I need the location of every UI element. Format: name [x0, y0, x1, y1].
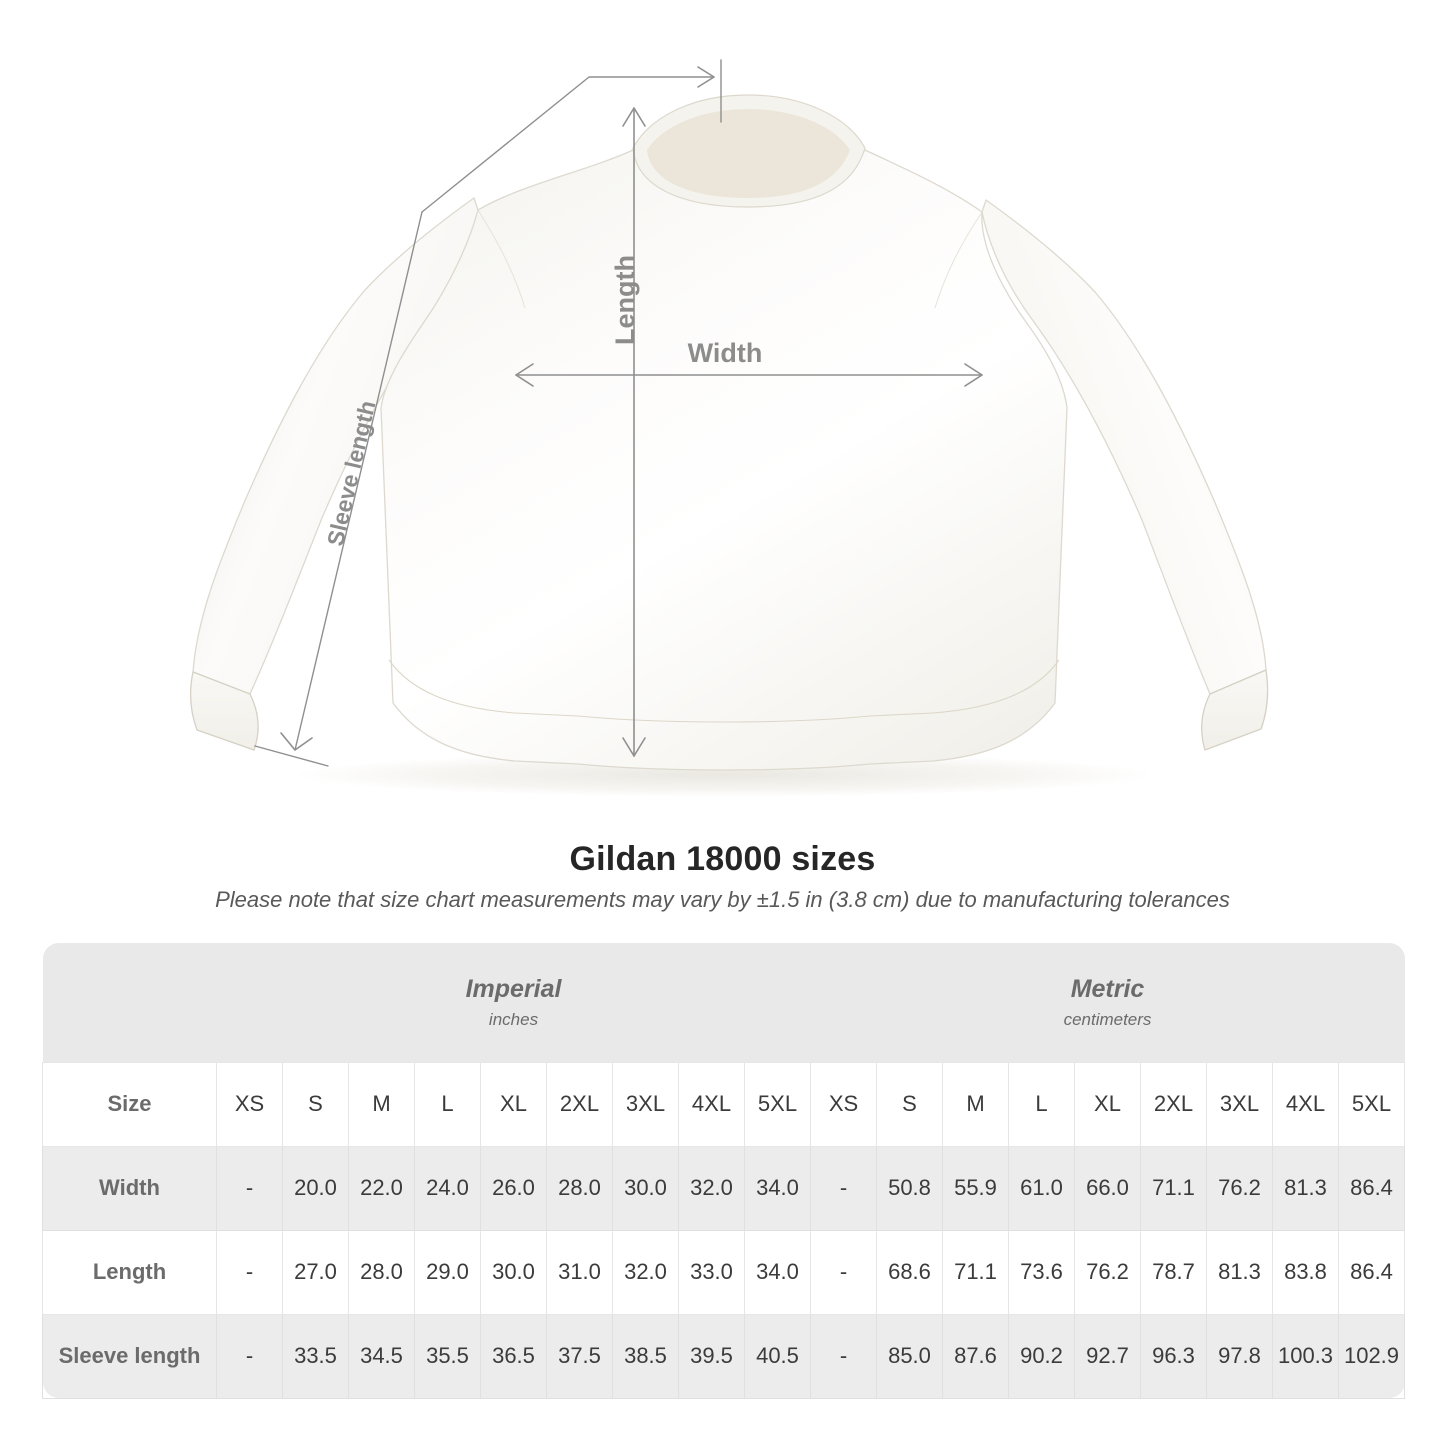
svg-text:Width: Width: [688, 338, 763, 368]
svg-text:Length: Length: [610, 255, 640, 345]
